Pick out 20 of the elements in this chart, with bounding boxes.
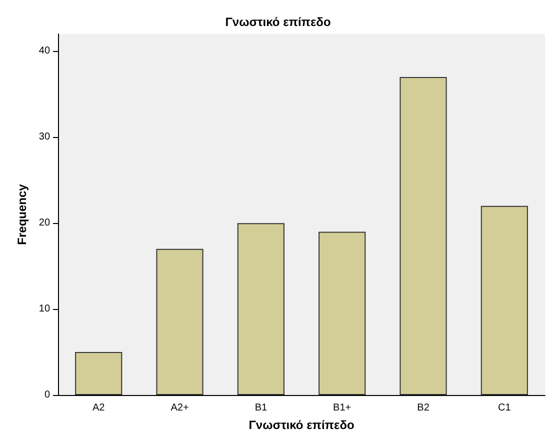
- y-axis-title: Frequency: [15, 184, 29, 245]
- bar: [480, 206, 528, 395]
- bar: [237, 223, 284, 395]
- x-tick-label: B1+: [333, 402, 352, 414]
- y-tick-label: 40: [38, 46, 50, 57]
- x-tick-label: B2: [417, 402, 430, 414]
- y-tick-label: 30: [38, 132, 50, 143]
- x-tick-label: A2: [92, 402, 106, 414]
- x-tick-label: C1: [498, 402, 512, 414]
- y-tick-label: 0: [44, 390, 50, 400]
- x-tick-label: B1: [254, 402, 268, 414]
- bar: [156, 248, 204, 395]
- bar: [400, 76, 447, 395]
- y-tick-label: 20: [38, 218, 50, 229]
- bar: [75, 352, 122, 395]
- chart-title: Γνωστικό επίπεδο: [225, 15, 331, 29]
- x-axis-title: Γνωστικό επίπεδο: [248, 418, 354, 432]
- y-tick-label: 10: [38, 304, 50, 315]
- bar: [318, 232, 366, 395]
- x-tick-label: A2+: [170, 402, 189, 414]
